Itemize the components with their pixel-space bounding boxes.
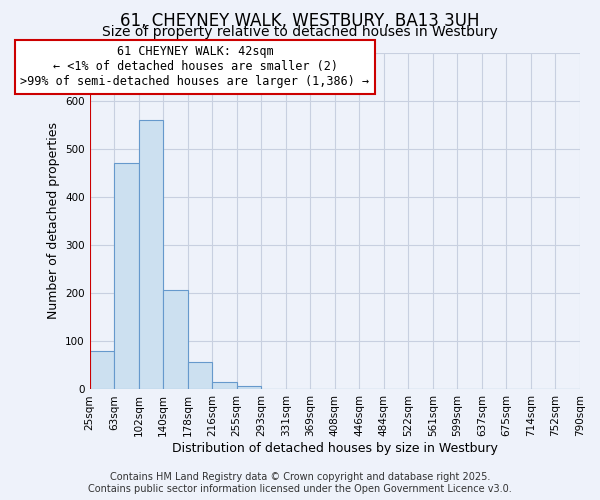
Bar [114,163,139,390]
Text: Contains HM Land Registry data © Crown copyright and database right 2025.
Contai: Contains HM Land Registry data © Crown c… [88,472,512,494]
Bar [212,382,237,390]
Text: 61 CHEYNEY WALK: 42sqm
← <1% of detached houses are smaller (2)
>99% of semi-det: 61 CHEYNEY WALK: 42sqm ← <1% of detached… [20,46,370,88]
X-axis label: Distribution of detached houses by size in Westbury: Distribution of detached houses by size … [172,442,498,455]
Bar [163,290,188,390]
Bar [139,120,163,390]
Bar [237,386,261,390]
Bar [188,362,212,390]
Y-axis label: Number of detached properties: Number of detached properties [47,122,59,320]
Text: Size of property relative to detached houses in Westbury: Size of property relative to detached ho… [102,25,498,39]
Text: 61, CHEYNEY WALK, WESTBURY, BA13 3UH: 61, CHEYNEY WALK, WESTBURY, BA13 3UH [120,12,480,30]
Bar [89,351,114,390]
